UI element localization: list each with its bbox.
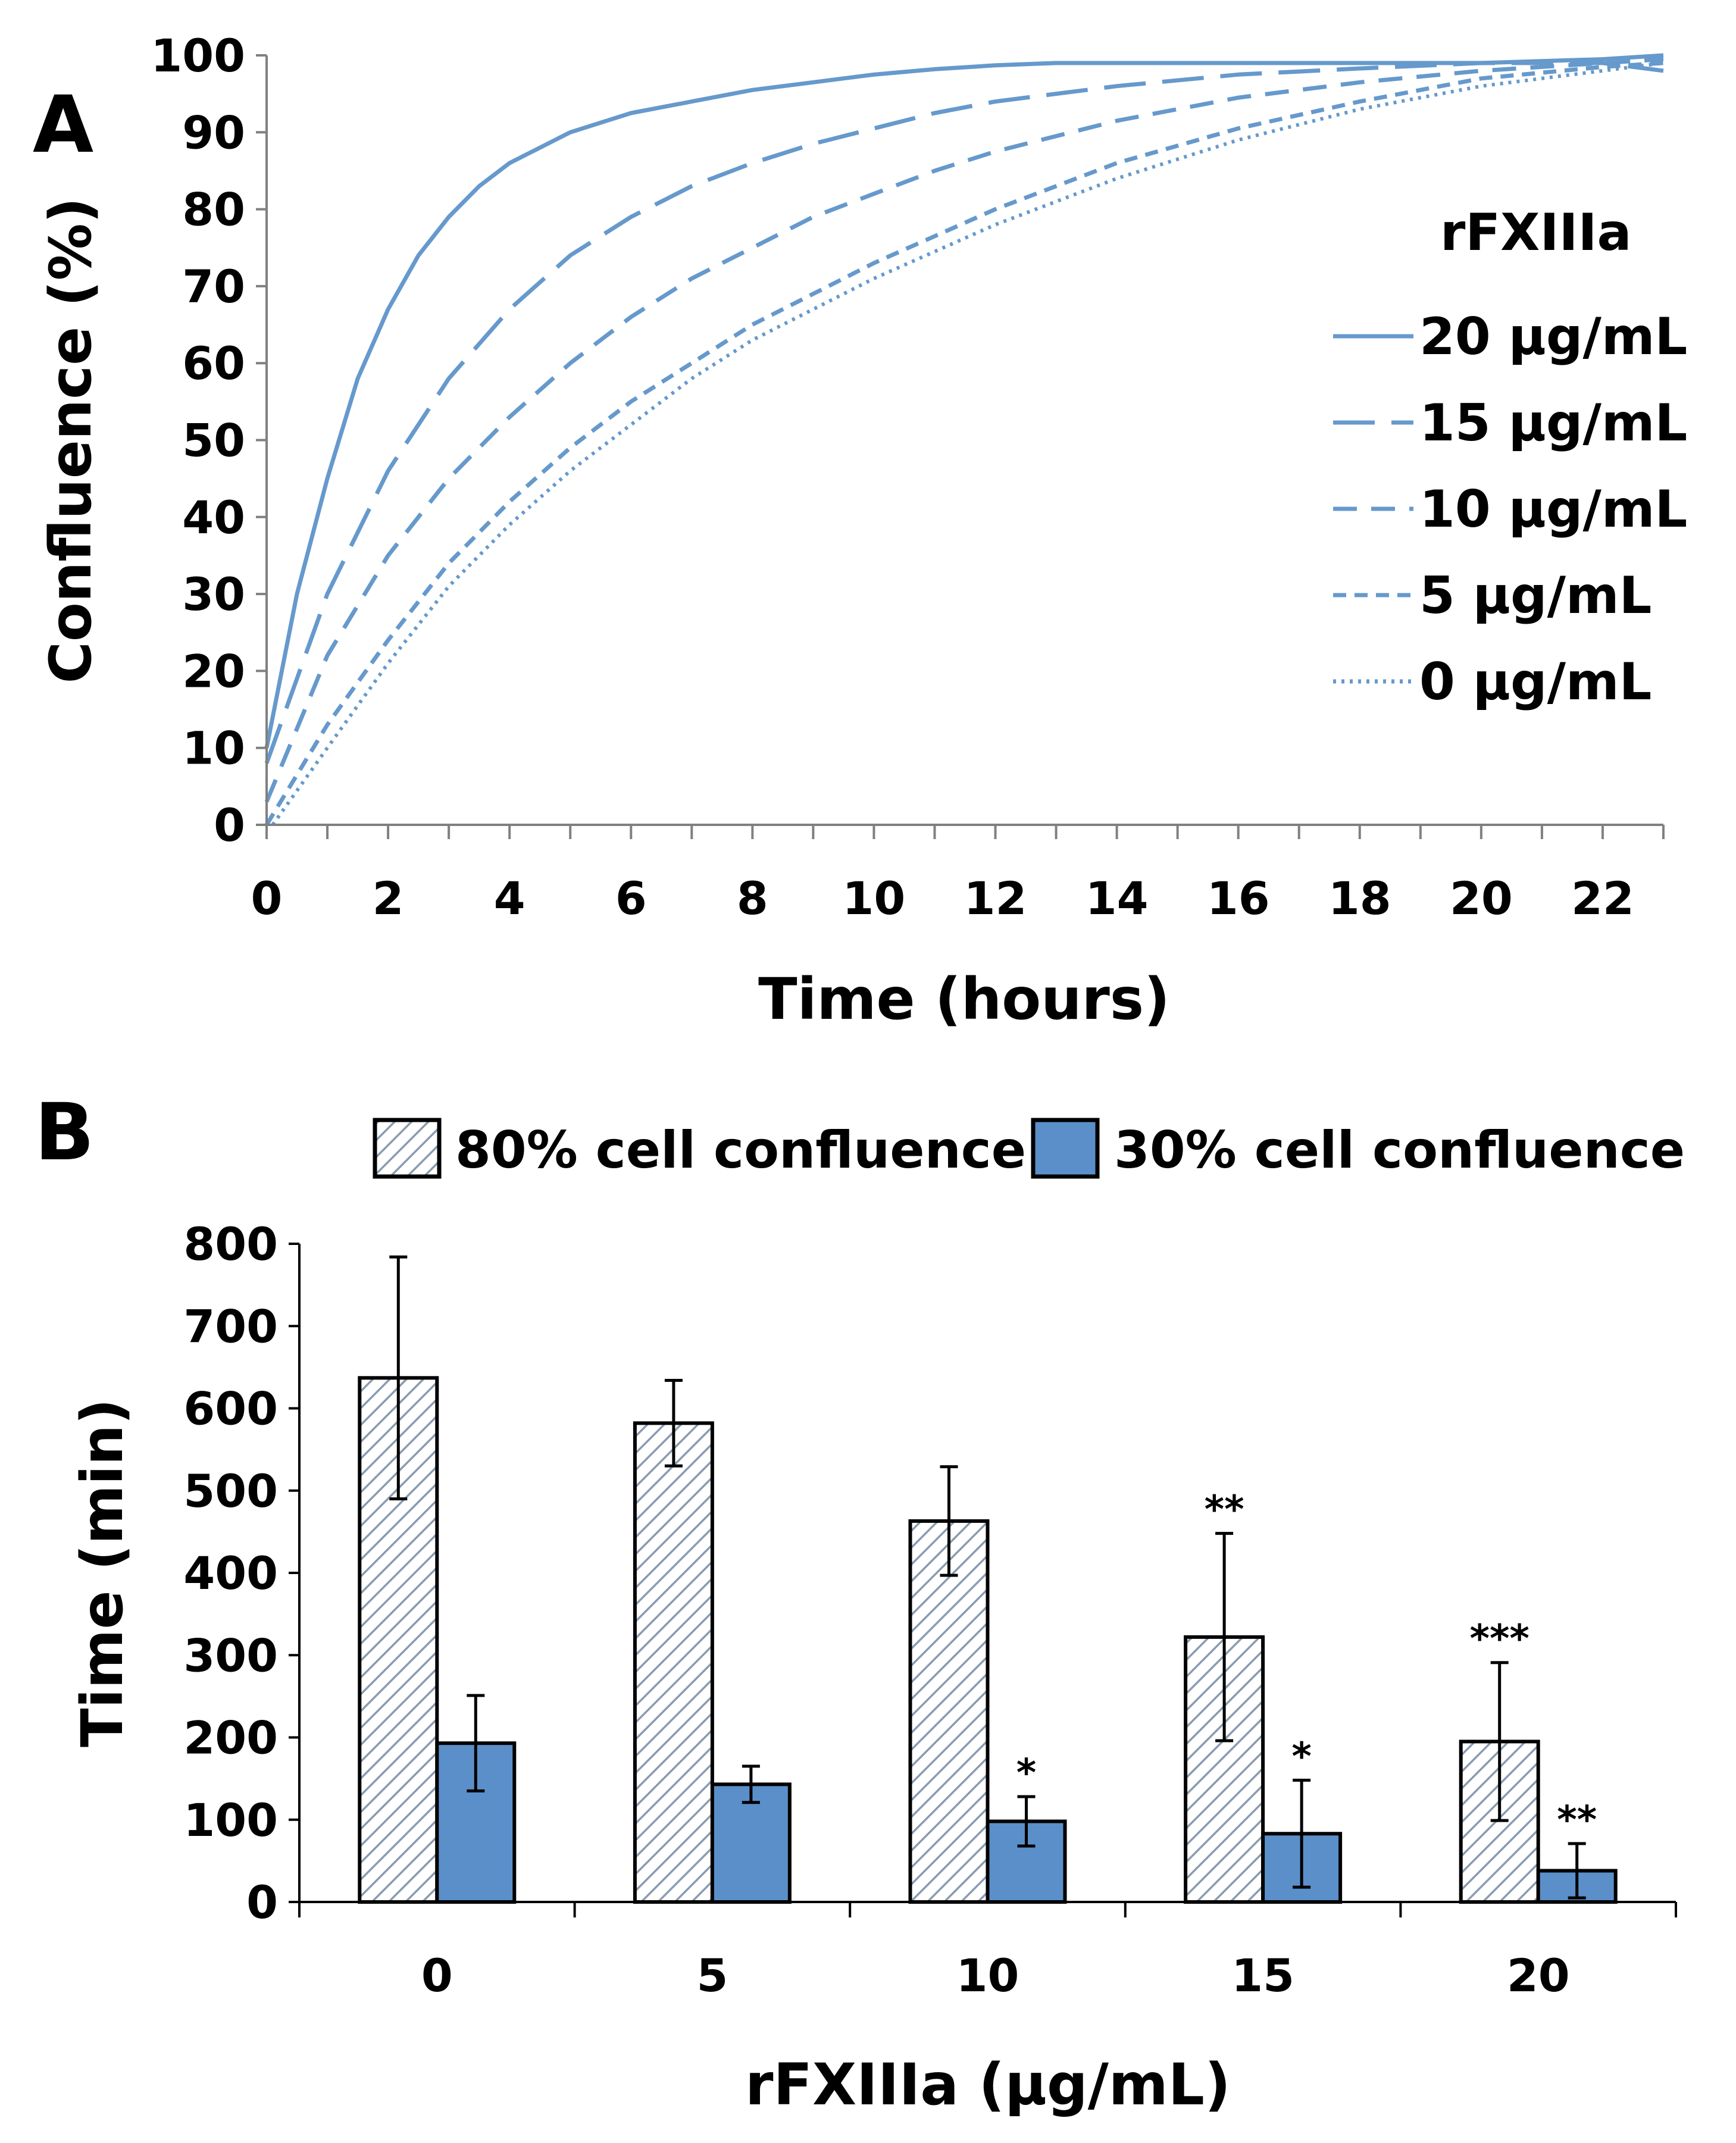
series-line-0 xyxy=(264,53,1664,749)
y-axis-title: Time (min) xyxy=(69,1399,136,1747)
y-tick-label: 300 xyxy=(183,1629,278,1682)
x-tick-label: 20 xyxy=(1450,872,1513,925)
y-tick-label: 70 xyxy=(182,260,245,313)
line-chart-series xyxy=(264,53,1664,826)
y-tick-label: 400 xyxy=(183,1547,278,1600)
x-tick-label: 15 xyxy=(1231,1949,1294,2002)
y-tick-label: 80 xyxy=(182,183,245,236)
y-tick-label: 60 xyxy=(182,337,245,390)
x-axis-title: rFXIIIa (µg/mL) xyxy=(745,2051,1231,2118)
y-tick-label: 800 xyxy=(183,1218,278,1271)
bar-80-5 xyxy=(633,1421,714,1904)
y-tick-label: 20 xyxy=(182,645,245,697)
significance-marker: * xyxy=(1016,1751,1036,1795)
y-ticks: 0 10 20 30 40 50 60 70 80 90 100 xyxy=(151,29,267,852)
y-tick-label: 10 xyxy=(182,722,245,775)
y-tick-label: 90 xyxy=(182,106,245,159)
y-tick-label: 30 xyxy=(182,568,245,621)
x-tick-label: 20 xyxy=(1507,1949,1570,2002)
x-tick-label: 22 xyxy=(1571,872,1634,925)
y-tick-label: 700 xyxy=(183,1300,278,1353)
x-tick-label: 0 xyxy=(251,872,283,925)
x-tick-label: 10 xyxy=(843,872,906,925)
x-tick-label: 4 xyxy=(494,872,526,925)
legend-title: rFXIIIa xyxy=(1440,203,1632,262)
y-tick-label: 0 xyxy=(246,1876,278,1929)
significance-marker: *** xyxy=(1469,1618,1529,1662)
x-tick-label: 12 xyxy=(964,872,1027,925)
significance-marker: ** xyxy=(1557,1798,1597,1842)
bars: ********* xyxy=(358,1255,1618,1904)
y-tick-label: 200 xyxy=(183,1712,278,1765)
panel-a: A 0 10 20 30 40 50 60 70 80 90 100 0 2 4 6 8 10 12 14 16 18… xyxy=(33,29,1687,1033)
bar-80-10 xyxy=(908,1519,990,1904)
x-tick-label: 14 xyxy=(1086,872,1149,925)
legend-label-3: 5 µg/mL xyxy=(1419,566,1651,625)
x-tick-label: 8 xyxy=(737,872,768,925)
x-tick-label: 6 xyxy=(615,872,647,925)
significance-marker: ** xyxy=(1205,1488,1244,1532)
y-ticks: 0 100 200 300 400 500 600 700 800 xyxy=(183,1218,299,1929)
y-tick-label: 600 xyxy=(183,1382,278,1435)
legend: 80% cell confluence 30% cell confluence xyxy=(373,1118,1685,1180)
significance-marker: * xyxy=(1291,1735,1311,1779)
x-tick-label: 0 xyxy=(421,1949,453,2002)
y-tick-label: 500 xyxy=(183,1465,278,1518)
y-tick-label: 100 xyxy=(183,1794,278,1847)
legend-label-80: 80% cell confluence xyxy=(455,1121,1026,1180)
legend-label-1: 15 µg/mL xyxy=(1419,393,1687,453)
y-tick-label: 50 xyxy=(182,414,245,467)
panel-a-label: A xyxy=(33,79,93,171)
y-axis-title: Confluence (%) xyxy=(37,197,104,683)
legend-label-0: 20 µg/mL xyxy=(1419,307,1687,367)
legend-label-4: 0 µg/mL xyxy=(1419,652,1651,712)
series-line-3 xyxy=(265,61,1664,826)
y-tick-label: 0 xyxy=(214,799,245,852)
y-tick-label: 100 xyxy=(151,29,245,82)
x-tick-label: 5 xyxy=(696,1949,728,2002)
x-ticks: 0 5 10 15 20 xyxy=(298,1902,1677,2002)
legend-label-30: 30% cell confluence xyxy=(1114,1121,1685,1180)
x-tick-label: 18 xyxy=(1328,872,1391,925)
x-tick-label: 16 xyxy=(1207,872,1270,925)
panel-b: B 80% cell confluence 30% cell confluenc… xyxy=(35,1087,1685,2118)
x-axis-title: Time (hours) xyxy=(758,966,1170,1033)
series-line-1 xyxy=(264,61,1664,764)
legend-swatch-30 xyxy=(1031,1118,1100,1179)
legend-label-2: 10 µg/mL xyxy=(1419,480,1687,539)
x-tick-label: 10 xyxy=(956,1949,1019,2002)
panel-b-label: B xyxy=(35,1087,95,1178)
x-ticks: 0 2 4 6 8 10 12 14 16 18 20 22 xyxy=(251,825,1665,925)
x-tick-label: 2 xyxy=(373,872,404,925)
legend-swatch-80 xyxy=(373,1118,442,1179)
y-tick-label: 40 xyxy=(182,491,245,544)
legend: 20 µg/mL 15 µg/mL 10 µg/mL 5 µg/mL 0 µg/mL xyxy=(1333,307,1687,712)
series-line-2 xyxy=(264,57,1664,803)
